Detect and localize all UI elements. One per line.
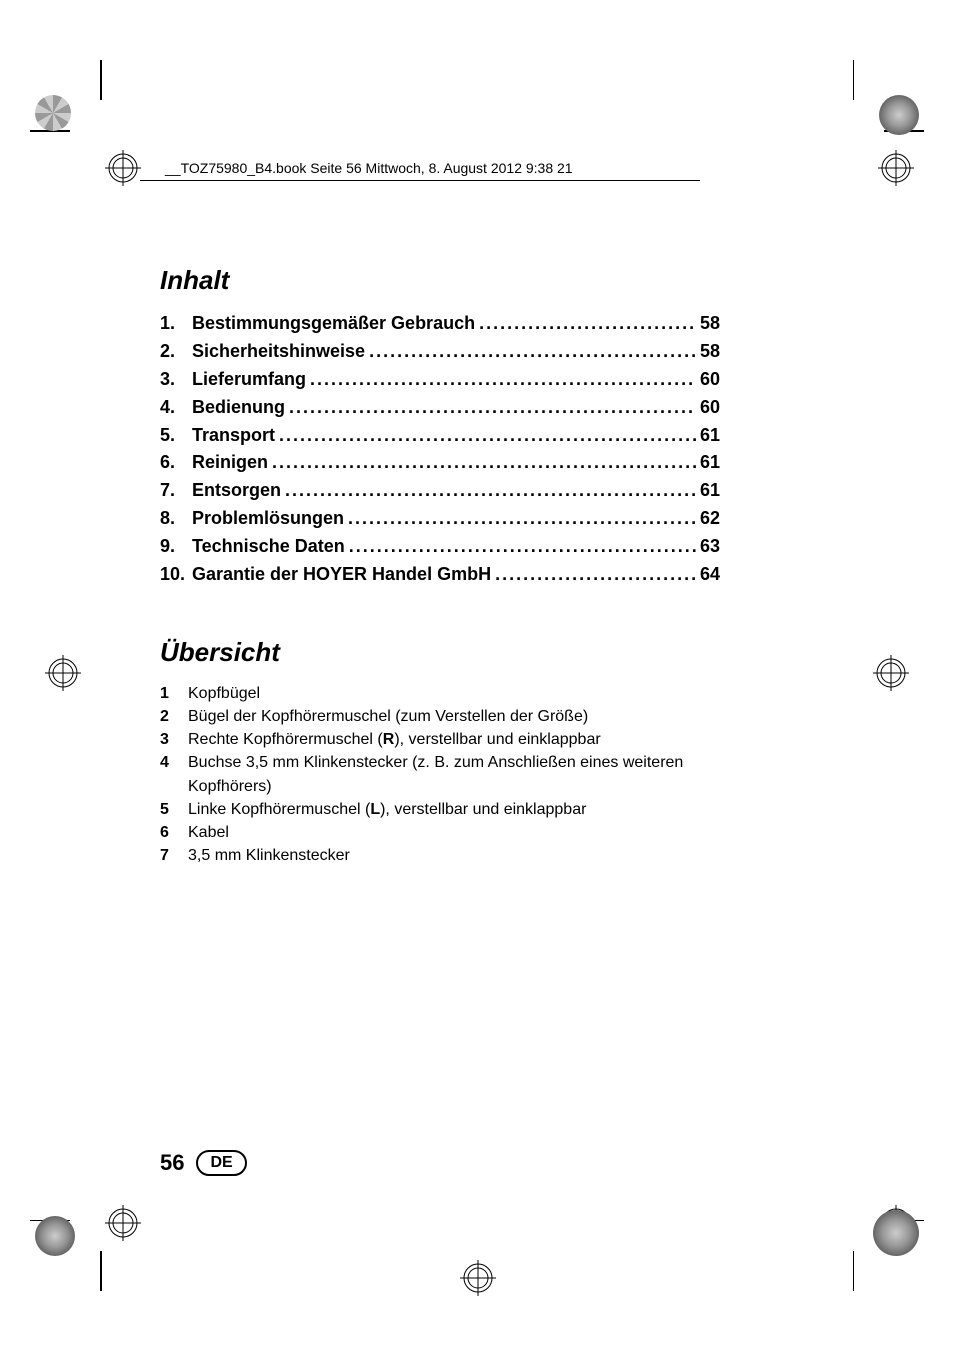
overview-section: Übersicht 1Kopfbügel2Bügel der Kopfhörer… <box>160 637 720 868</box>
toc-label: Bestimmungsgemäßer Gebrauch <box>192 310 475 338</box>
toc-number: 5. <box>160 422 192 450</box>
toc-row: 10.Garantie der HOYER Handel GmbH 64 <box>160 561 720 589</box>
overview-row: 6Kabel <box>160 821 720 844</box>
toc-page: 64 <box>696 561 720 589</box>
overview-number: 2 <box>160 705 188 728</box>
toc-number: 7. <box>160 477 192 505</box>
toc-label: Technische Daten <box>192 533 345 561</box>
toc-label: Garantie der HOYER Handel GmbH <box>192 561 491 589</box>
reg-mark <box>105 1205 141 1241</box>
overview-text: Kabel <box>188 821 720 844</box>
toc-row: 5.Transport 61 <box>160 422 720 450</box>
reg-mark <box>460 1260 496 1296</box>
toc-number: 4. <box>160 394 192 422</box>
overview-number: 1 <box>160 682 188 705</box>
color-target-icon <box>35 1216 75 1256</box>
color-target-icon <box>873 1210 919 1256</box>
toc-label: Reinigen <box>192 449 268 477</box>
page-number: 56 <box>160 1150 184 1176</box>
toc-page: 62 <box>696 505 720 533</box>
toc-leader <box>345 533 696 561</box>
toc-label: Entsorgen <box>192 477 281 505</box>
color-target-icon <box>879 95 919 135</box>
toc-leader <box>268 449 696 477</box>
toc-list: 1.Bestimmungsgemäßer Gebrauch 582.Sicher… <box>160 310 720 589</box>
toc-leader <box>344 505 696 533</box>
overview-row: 5Linke Kopfhörermuschel (L), verstellbar… <box>160 798 720 821</box>
toc-page: 61 <box>696 422 720 450</box>
toc-row: 8.Problemlösungen 62 <box>160 505 720 533</box>
toc-page: 63 <box>696 533 720 561</box>
overview-number: 6 <box>160 821 188 844</box>
toc-number: 8. <box>160 505 192 533</box>
toc-page: 60 <box>696 366 720 394</box>
overview-text: Buchse 3,5 mm Klinkenstecker (z. B. zum … <box>188 751 720 797</box>
toc-leader <box>306 366 696 394</box>
reg-mark <box>873 655 909 691</box>
toc-leader <box>285 394 696 422</box>
toc-number: 10. <box>160 561 192 589</box>
toc-page: 60 <box>696 394 720 422</box>
header-rule <box>140 180 700 181</box>
overview-row: 3Rechte Kopfhörermuschel (R), verstellba… <box>160 728 720 751</box>
overview-row: 73,5 mm Klinkenstecker <box>160 844 720 867</box>
toc-leader <box>275 422 696 450</box>
toc-row: 4.Bedienung 60 <box>160 394 720 422</box>
toc-number: 2. <box>160 338 192 366</box>
overview-number: 3 <box>160 728 188 751</box>
toc-row: 2.Sicherheitshinweise 58 <box>160 338 720 366</box>
language-badge: DE <box>196 1150 246 1176</box>
running-header: __TOZ75980_B4.book Seite 56 Mittwoch, 8.… <box>165 160 573 176</box>
toc-number: 9. <box>160 533 192 561</box>
overview-text: Kopfbügel <box>188 682 720 705</box>
overview-text: Linke Kopfhörermuschel (L), verstellbar … <box>188 798 720 821</box>
reg-mark <box>105 150 141 186</box>
toc-leader <box>365 338 696 366</box>
toc-page: 61 <box>696 449 720 477</box>
toc-label: Sicherheitshinweise <box>192 338 365 366</box>
overview-number: 4 <box>160 751 188 774</box>
overview-number: 7 <box>160 844 188 867</box>
page-content: Inhalt 1.Bestimmungsgemäßer Gebrauch 582… <box>160 265 720 867</box>
toc-title: Inhalt <box>160 265 720 296</box>
page-footer: 56 DE <box>160 1150 247 1176</box>
toc-number: 1. <box>160 310 192 338</box>
toc-page: 58 <box>696 338 720 366</box>
crop-mark-tr <box>824 100 884 160</box>
toc-leader <box>475 310 696 338</box>
toc-leader <box>491 561 696 589</box>
reg-mark <box>45 655 81 691</box>
toc-page: 61 <box>696 477 720 505</box>
reg-mark <box>878 150 914 186</box>
toc-label: Bedienung <box>192 394 285 422</box>
toc-label: Lieferumfang <box>192 366 306 394</box>
toc-leader <box>281 477 696 505</box>
color-target-icon <box>35 95 71 131</box>
overview-text: Bügel der Kopfhörermuschel (zum Verstell… <box>188 705 720 728</box>
toc-label: Transport <box>192 422 275 450</box>
overview-list: 1Kopfbügel2Bügel der Kopfhörermuschel (z… <box>160 682 720 868</box>
toc-row: 1.Bestimmungsgemäßer Gebrauch 58 <box>160 310 720 338</box>
overview-number: 5 <box>160 798 188 821</box>
toc-number: 3. <box>160 366 192 394</box>
overview-title: Übersicht <box>160 637 720 668</box>
overview-row: 2Bügel der Kopfhörermuschel (zum Verstel… <box>160 705 720 728</box>
overview-text: 3,5 mm Klinkenstecker <box>188 844 720 867</box>
toc-page: 58 <box>696 310 720 338</box>
toc-row: 3.Lieferumfang 60 <box>160 366 720 394</box>
toc-label: Problemlösungen <box>192 505 344 533</box>
overview-row: 1Kopfbügel <box>160 682 720 705</box>
toc-row: 9.Technische Daten 63 <box>160 533 720 561</box>
toc-row: 7.Entsorgen 61 <box>160 477 720 505</box>
toc-number: 6. <box>160 449 192 477</box>
overview-row: 4Buchse 3,5 mm Klinkenstecker (z. B. zum… <box>160 751 720 797</box>
toc-row: 6.Reinigen 61 <box>160 449 720 477</box>
overview-text: Rechte Kopfhörermuschel (R), verstellbar… <box>188 728 720 751</box>
